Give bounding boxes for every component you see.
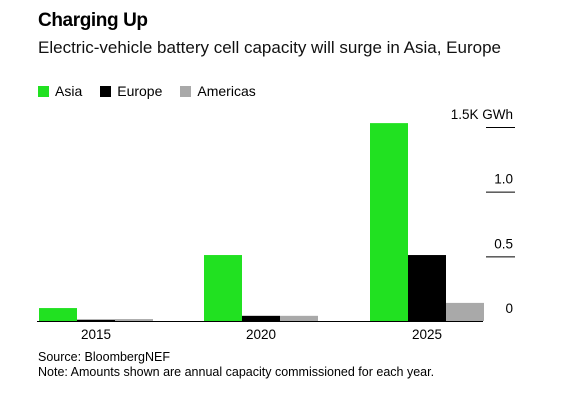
bar-americas-2025	[446, 302, 484, 321]
legend-item-americas: Americas	[180, 83, 256, 99]
bar-asia-2020	[204, 255, 242, 321]
y-tick-labels: 0 0.5 1.0 1.5K GWh	[451, 107, 513, 316]
legend-item-asia: Asia	[38, 83, 82, 99]
legend-label-europe: Europe	[117, 83, 163, 99]
y-tick-label-0: 0	[505, 301, 513, 316]
bar-europe-2015	[77, 319, 115, 321]
bar-americas-2015	[115, 319, 153, 321]
legend-swatch-asia	[38, 85, 49, 97]
chart-title: Charging Up	[38, 10, 148, 31]
legend-swatch-americas	[180, 85, 192, 97]
x-category-labels: 2015 2020 2025	[81, 327, 442, 342]
bar-europe-2020	[242, 315, 280, 321]
y-tick-marks	[486, 127, 515, 258]
bar-chart: 0 0.5 1.0 1.5K GWh 2015 2020 2025	[37, 107, 515, 342]
y-tick-label-1-5k-gwh: 1.5K GWh	[451, 107, 513, 122]
bar-americas-2020	[280, 315, 318, 321]
x-category-label-2015: 2015	[81, 327, 111, 342]
bar-europe-2025	[408, 255, 446, 321]
legend: Asia Europe Americas	[38, 82, 274, 100]
y-tick-label-1-0: 1.0	[494, 172, 513, 187]
x-category-label-2020: 2020	[246, 327, 276, 342]
source-note: Source: BloombergNEF	[38, 350, 171, 364]
bar-asia-2025	[370, 123, 408, 322]
chart-subtitle: Electric-vehicle battery cell capacity w…	[38, 38, 501, 57]
footnote: Note: Amounts shown are annual capacity …	[38, 365, 435, 379]
bar-asia-2015	[39, 308, 77, 321]
legend-item-europe: Europe	[100, 83, 162, 99]
legend-label-asia: Asia	[55, 83, 83, 99]
legend-swatch-europe	[100, 85, 112, 97]
bars	[39, 123, 484, 322]
y-tick-label-0-5: 0.5	[494, 236, 513, 251]
legend-label-americas: Americas	[197, 83, 256, 99]
x-category-label-2025: 2025	[412, 327, 442, 342]
